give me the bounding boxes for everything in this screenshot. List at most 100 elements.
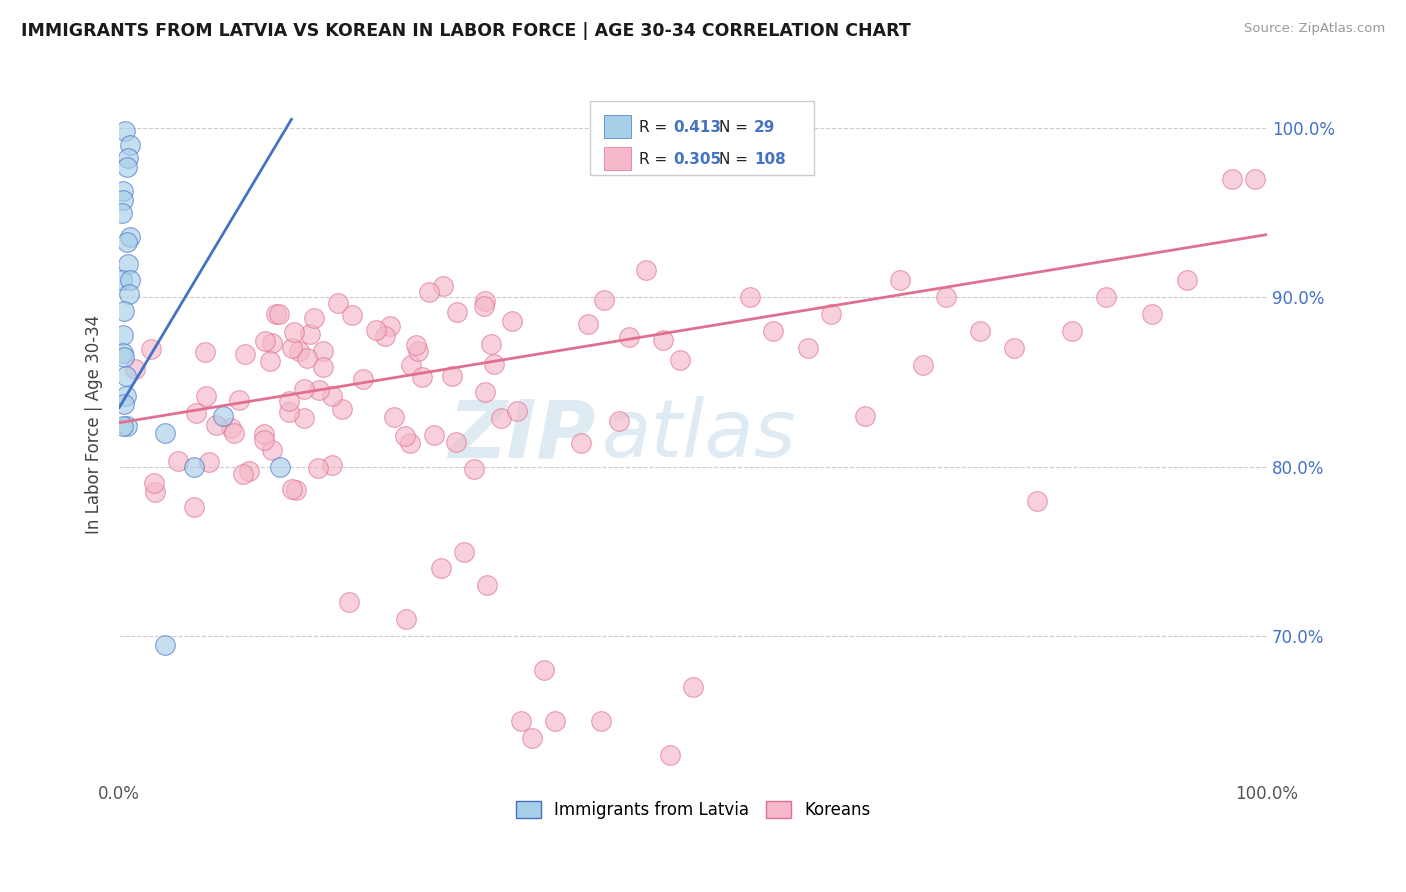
Point	[260, 442, 283, 457]
Point	[281, 342, 304, 356]
Text: 108: 108	[754, 152, 786, 167]
Point	[337, 595, 360, 609]
Text: 0.413: 0.413	[673, 120, 721, 136]
Text: R =: R =	[640, 120, 672, 136]
Point	[911, 358, 934, 372]
Point	[267, 307, 290, 321]
Point	[115, 419, 138, 434]
Point	[115, 160, 138, 174]
Point	[111, 206, 134, 220]
Point	[472, 299, 495, 313]
Text: Source: ZipAtlas.com: Source: ZipAtlas.com	[1244, 22, 1385, 36]
Point	[463, 462, 485, 476]
Point	[205, 417, 228, 432]
Point	[139, 342, 162, 356]
Point	[619, 330, 641, 344]
Point	[482, 357, 505, 371]
Point	[111, 193, 134, 207]
Point	[328, 296, 350, 310]
Point	[287, 343, 309, 358]
Text: ZIP: ZIP	[449, 396, 596, 474]
Point	[281, 482, 304, 496]
Point	[398, 435, 420, 450]
Point	[284, 483, 307, 497]
Point	[474, 293, 496, 308]
Point	[853, 409, 876, 423]
Point	[395, 612, 418, 626]
Point	[607, 414, 630, 428]
Point	[423, 428, 446, 442]
Point	[114, 124, 136, 138]
Point	[475, 578, 498, 592]
Point	[115, 235, 138, 250]
Point	[411, 369, 433, 384]
Point	[111, 273, 134, 287]
Point	[1002, 341, 1025, 355]
Text: 0.305: 0.305	[673, 152, 721, 167]
Point	[474, 385, 496, 400]
Point	[124, 362, 146, 376]
Point	[1060, 324, 1083, 338]
Point	[117, 151, 139, 165]
Text: R =: R =	[640, 152, 672, 167]
Point	[295, 351, 318, 365]
Point	[820, 307, 842, 321]
FancyBboxPatch shape	[603, 147, 631, 169]
Point	[153, 425, 176, 440]
Point	[142, 476, 165, 491]
Point	[1095, 290, 1118, 304]
Point	[446, 434, 468, 449]
Point	[112, 345, 135, 359]
Point	[307, 461, 329, 475]
Point	[183, 459, 205, 474]
Point	[118, 287, 141, 301]
Point	[330, 402, 353, 417]
Legend: Immigrants from Latvia, Koreans: Immigrants from Latvia, Koreans	[509, 794, 877, 825]
Point	[269, 459, 291, 474]
Point	[418, 285, 440, 300]
FancyBboxPatch shape	[603, 115, 631, 137]
Point	[889, 273, 911, 287]
Text: 29: 29	[754, 120, 775, 136]
Point	[489, 410, 512, 425]
Point	[652, 333, 675, 347]
Point	[408, 344, 430, 359]
Point	[1222, 171, 1244, 186]
Y-axis label: In Labor Force | Age 30-34: In Labor Force | Age 30-34	[86, 315, 103, 534]
Point	[340, 308, 363, 322]
Point	[1026, 493, 1049, 508]
Point	[682, 680, 704, 694]
Point	[321, 458, 343, 472]
Point	[366, 323, 388, 337]
Point	[233, 346, 256, 360]
Point	[253, 433, 276, 447]
Point	[112, 397, 135, 411]
Text: N =: N =	[720, 120, 754, 136]
Point	[1140, 307, 1163, 321]
Point	[211, 409, 233, 423]
Point	[115, 368, 138, 383]
Point	[111, 419, 134, 434]
Point	[636, 262, 658, 277]
Point	[120, 137, 142, 152]
Point	[935, 290, 957, 304]
Point	[321, 388, 343, 402]
Point	[228, 392, 250, 407]
FancyBboxPatch shape	[589, 101, 814, 176]
Point	[740, 290, 762, 304]
Point	[238, 464, 260, 478]
Text: N =: N =	[720, 152, 754, 167]
Point	[112, 304, 135, 318]
Point	[569, 435, 592, 450]
Point	[544, 714, 567, 728]
Point	[374, 329, 396, 343]
Point	[1244, 171, 1267, 186]
Point	[253, 426, 276, 441]
Point	[253, 334, 276, 348]
Point	[969, 324, 991, 338]
Point	[522, 731, 544, 745]
Point	[283, 326, 305, 340]
Point	[506, 404, 529, 418]
Point	[405, 338, 427, 352]
Point	[501, 314, 523, 328]
